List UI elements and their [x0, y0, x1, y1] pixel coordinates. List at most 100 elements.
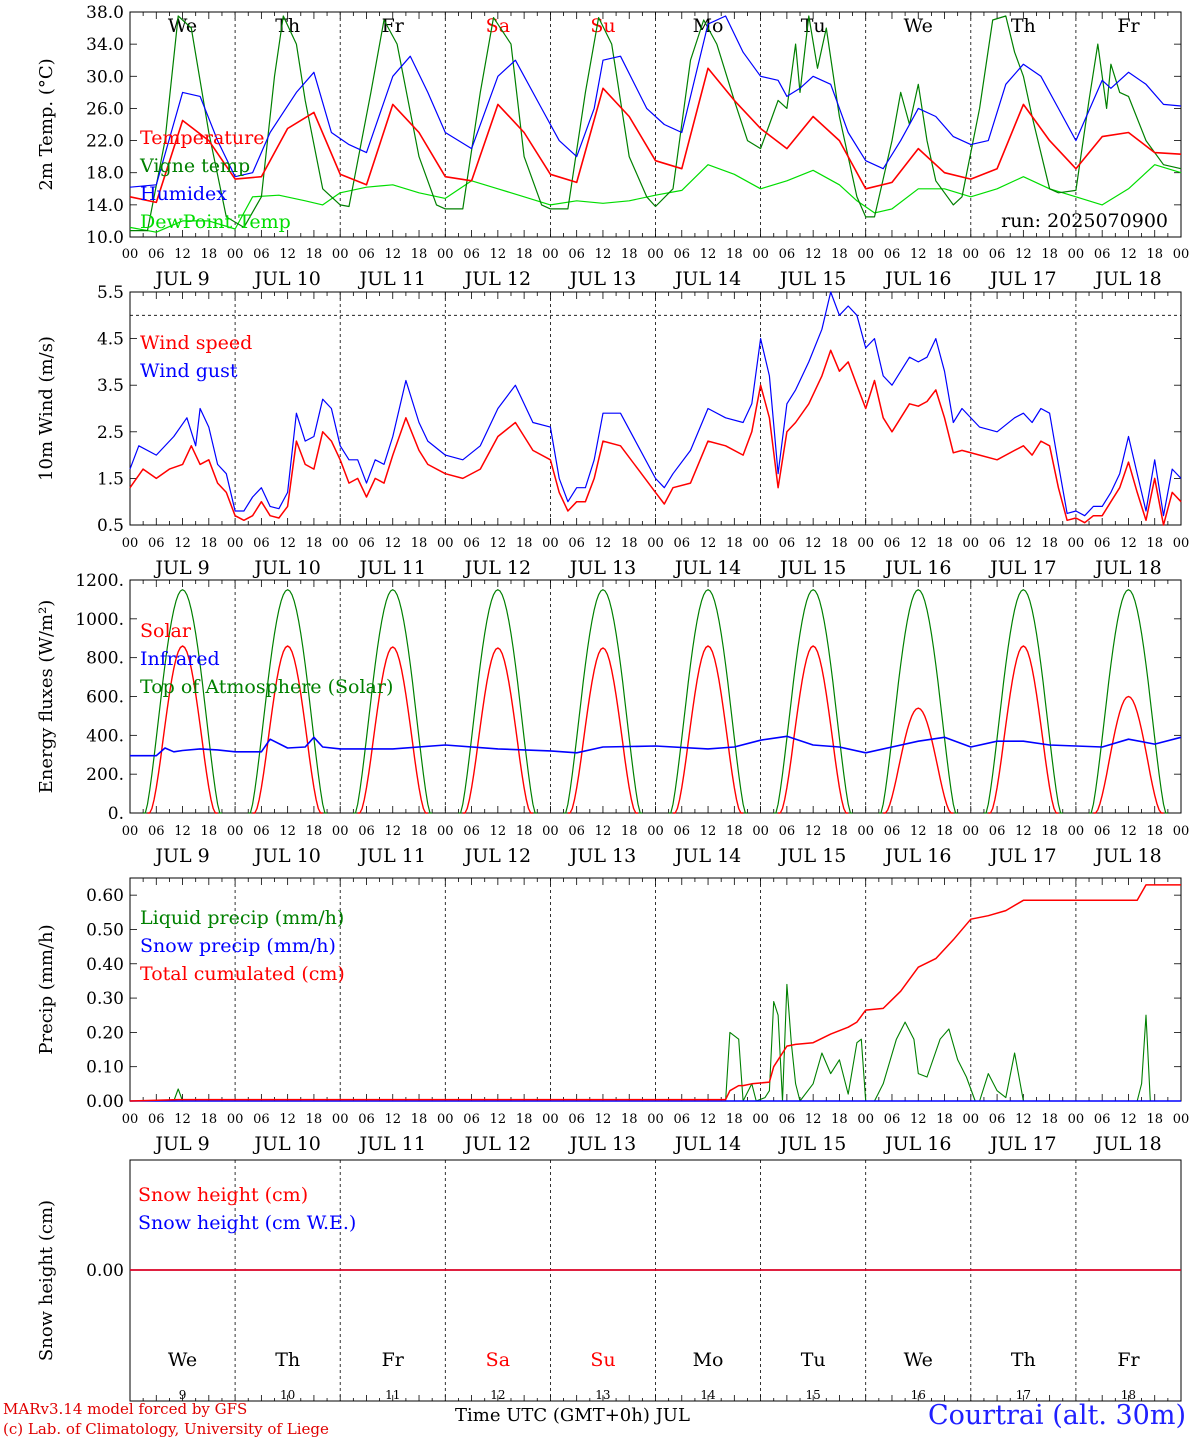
day-name-label: Tu [801, 15, 826, 37]
model-credit-text: MARv3.14 model forced by GFS [3, 1400, 248, 1418]
bottom-day-number-label: 14 [700, 1388, 716, 1402]
energy-hour-label: 06 [884, 824, 901, 839]
wind-date-label: JUL 14 [673, 557, 741, 579]
energy-y-tick-label: 600. [86, 688, 124, 708]
precip-hour-label: 06 [253, 1112, 270, 1127]
energy-date-label: JUL 16 [883, 845, 951, 867]
temperature-hour-label: 00 [332, 247, 349, 262]
temperature-y-tick-label: 34.0 [86, 35, 124, 55]
wind-hour-label: 12 [490, 536, 507, 551]
bottom-day-name-label: Mo [693, 1349, 724, 1371]
series-temperature-line [129, 67, 1182, 204]
precip-y-tick-label: 0.50 [86, 920, 124, 940]
energy-hour-label: 18 [1146, 824, 1163, 839]
series-toa-solar-line [773, 589, 853, 814]
series-solar-line [147, 645, 218, 814]
temperature-legend-temperature: Temperature [140, 127, 264, 149]
wind-hour-label: 18 [621, 536, 638, 551]
precip-hour-label: 18 [831, 1112, 848, 1127]
temperature-y-tick-label: 18.0 [86, 164, 124, 184]
energy-hour-label: 12 [1015, 824, 1032, 839]
temperature-date-label: JUL 13 [568, 268, 636, 290]
wind-hour-label: 06 [463, 536, 480, 551]
temperature-date-label: JUL 12 [463, 268, 531, 290]
energy-hour-label: 00 [963, 824, 980, 839]
day-name-label: We [904, 15, 933, 37]
wind-hour-label: 12 [1120, 536, 1137, 551]
energy-y-tick-label: 1000. [75, 610, 124, 630]
temperature-y-tick-label: 26.0 [86, 99, 124, 119]
series-toa-solar-line [878, 589, 958, 814]
energy-hour-label: 06 [358, 824, 375, 839]
bottom-day-number-label: 15 [806, 1388, 821, 1402]
bottom-day-number-label: 12 [490, 1388, 505, 1402]
temperature-y-axis-label: 2m Temp. (°C) [36, 58, 57, 190]
wind-hour-label: 18 [831, 536, 848, 551]
wind-y-tick-label: 5.5 [97, 283, 124, 303]
energy-hour-label: 06 [674, 824, 691, 839]
temperature-hour-label: 18 [306, 247, 323, 262]
temperature-hour-label: 12 [490, 247, 507, 262]
temperature-date-label: JUL 15 [778, 268, 846, 290]
energy-date-label: JUL 13 [568, 845, 636, 867]
wind-hour-label: 00 [227, 536, 244, 551]
precip-hour-label: 18 [411, 1112, 428, 1127]
temperature-hour-label: 06 [779, 247, 796, 262]
wind-hour-label: 12 [700, 536, 717, 551]
precip-hour-label: 12 [1120, 1112, 1137, 1127]
temperature-hour-label: 00 [542, 247, 559, 262]
wind-hour-label: 00 [752, 536, 769, 551]
bottom-day-name-label: We [168, 1349, 197, 1371]
wind-hour-label: 12 [174, 536, 191, 551]
precip-legend-liquid-precip-mm-h-: Liquid precip (mm/h) [140, 907, 344, 929]
energy-hour-label: 00 [437, 824, 454, 839]
series-solar-line [252, 645, 323, 814]
precip-hour-label: 12 [700, 1112, 717, 1127]
energy-hour-label: 12 [595, 824, 612, 839]
energy-hour-label: 06 [1094, 824, 1111, 839]
wind-hour-label: 12 [910, 536, 927, 551]
snow-y-axis-label: Snow height (cm) [36, 1200, 57, 1361]
precip-legend-snow-precip-mm-h-: Snow precip (mm/h) [140, 935, 336, 957]
wind-y-tick-label: 2.5 [97, 423, 124, 443]
energy-hour-label: 12 [174, 824, 191, 839]
energy-y-tick-label: 400. [86, 726, 124, 746]
energy-y-tick-label: 0. [108, 804, 124, 824]
energy-legend-infrared: Infrared [140, 648, 220, 670]
precip-hour-label: 18 [936, 1112, 953, 1127]
precip-hour-label: 00 [122, 1112, 139, 1127]
precip-hour-label: 18 [621, 1112, 638, 1127]
series-solar-line [883, 707, 954, 814]
energy-hour-label: 06 [568, 824, 585, 839]
temperature-hour-label: 06 [253, 247, 270, 262]
temperature-hour-label: 00 [227, 247, 244, 262]
energy-hour-label: 00 [647, 824, 664, 839]
energy-hour-label: 00 [542, 824, 559, 839]
temperature-hour-label: 12 [384, 247, 401, 262]
snow-y-tick-label: 0.00 [86, 1261, 124, 1281]
temperature-y-tick-label: 22.0 [86, 132, 124, 152]
energy-hour-label: 18 [936, 824, 953, 839]
precip-hour-label: 00 [963, 1112, 980, 1127]
temperature-y-tick-label: 14.0 [86, 196, 124, 216]
energy-hour-label: 00 [857, 824, 874, 839]
energy-hour-label: 00 [332, 824, 349, 839]
energy-hour-label: 18 [411, 824, 428, 839]
precip-y-tick-label: 0.00 [86, 1092, 124, 1112]
precip-hour-label: 12 [279, 1112, 296, 1127]
temperature-hour-label: 00 [122, 247, 139, 262]
temperature-date-label: JUL 14 [673, 268, 741, 290]
wind-hour-label: 06 [779, 536, 796, 551]
wind-hour-label: 00 [542, 536, 559, 551]
bottom-day-name-label: Th [1011, 1349, 1036, 1371]
temperature-hour-label: 06 [884, 247, 901, 262]
temperature-hour-label: 00 [857, 247, 874, 262]
temperature-hour-label: 06 [674, 247, 691, 262]
wind-hour-label: 06 [568, 536, 585, 551]
precip-hour-label: 00 [227, 1112, 244, 1127]
bottom-day-name-label: Th [275, 1349, 300, 1371]
series-toa-solar-line [983, 589, 1063, 814]
precip-y-tick-label: 0.20 [86, 1023, 124, 1043]
wind-hour-label: 12 [1015, 536, 1032, 551]
wind-hour-label: 18 [726, 536, 743, 551]
